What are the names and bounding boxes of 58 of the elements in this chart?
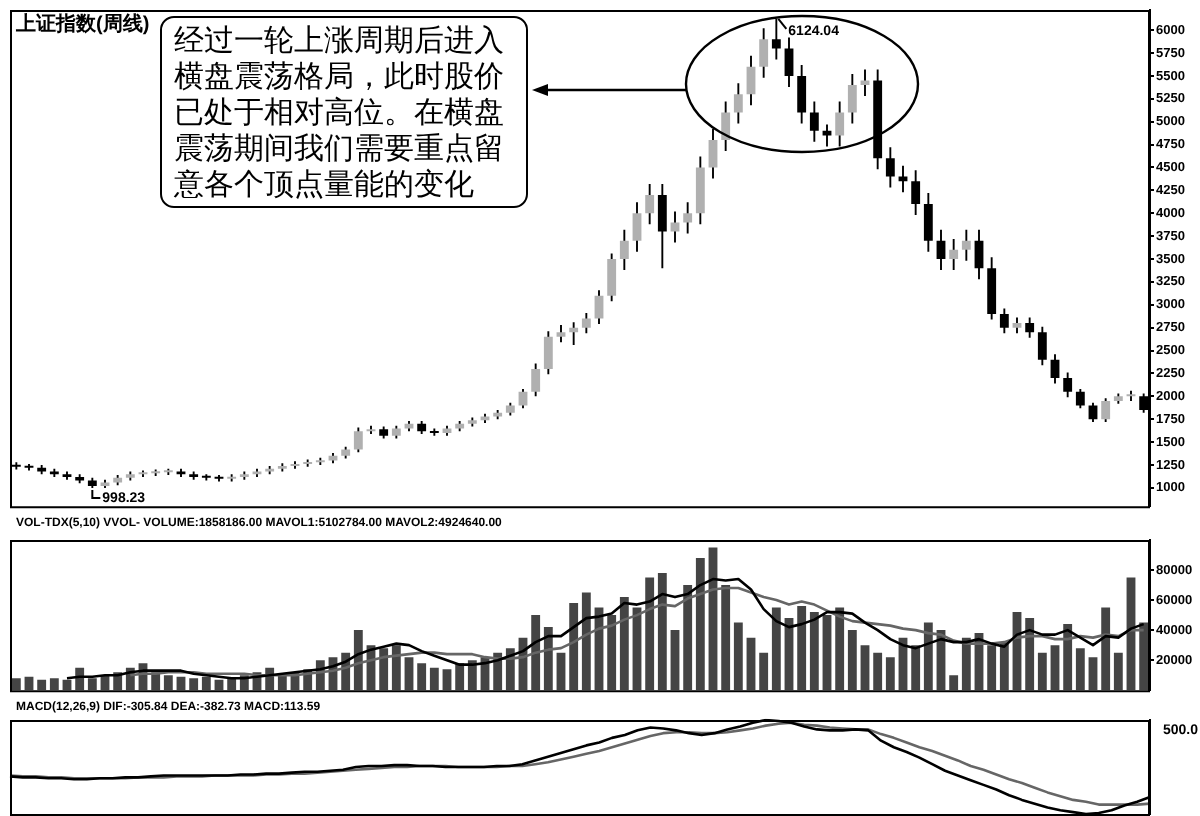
bar — [442, 669, 452, 691]
bar — [1075, 648, 1085, 691]
bar — [1139, 622, 1149, 691]
bar — [1025, 618, 1035, 691]
bar — [1063, 624, 1073, 691]
bar — [873, 652, 883, 691]
bar — [531, 615, 541, 691]
bar — [277, 675, 287, 691]
bar — [163, 675, 173, 691]
bar — [987, 645, 997, 691]
bar — [607, 615, 617, 691]
bar — [379, 648, 389, 691]
bar — [759, 652, 769, 691]
bar — [391, 645, 401, 691]
bar — [543, 627, 553, 691]
bar — [404, 657, 414, 691]
bar — [1113, 652, 1123, 691]
bar — [645, 577, 655, 691]
bar — [809, 612, 819, 691]
bar — [835, 607, 845, 691]
bar — [569, 603, 579, 691]
bar — [429, 667, 439, 691]
bar — [227, 678, 237, 691]
bar — [822, 615, 832, 691]
chart-title: 上证指数(周线) — [14, 14, 152, 36]
bar — [885, 657, 895, 691]
bar — [721, 585, 731, 691]
bar — [189, 678, 199, 691]
annotation: 经过一轮上涨周期后进入横盘震荡格局，此时股价已处于相对高位。在横盘震荡期间我们需要重点留意各个顶点量能的变化 — [160, 16, 528, 208]
bar — [455, 663, 465, 691]
bar — [581, 592, 591, 691]
bar — [467, 660, 477, 691]
bar — [1050, 645, 1060, 691]
bar — [201, 676, 211, 691]
bar — [87, 678, 97, 691]
bar — [733, 622, 743, 691]
bar — [1037, 652, 1047, 691]
bar — [961, 637, 971, 691]
bar — [999, 642, 1009, 691]
bar — [949, 675, 959, 691]
bar — [657, 573, 667, 691]
bar — [797, 606, 807, 691]
bar — [1088, 657, 1098, 691]
bar — [670, 630, 680, 691]
bar — [619, 597, 629, 691]
bar — [49, 678, 59, 691]
bar — [37, 679, 47, 691]
bar — [695, 558, 705, 691]
bar — [923, 622, 933, 691]
bar — [11, 678, 21, 691]
bar — [1101, 607, 1111, 691]
bar — [683, 585, 693, 691]
bar — [847, 630, 857, 691]
bar — [771, 607, 781, 691]
bar — [417, 663, 427, 691]
bar — [860, 645, 870, 691]
bar — [911, 645, 921, 691]
bar — [353, 630, 363, 691]
